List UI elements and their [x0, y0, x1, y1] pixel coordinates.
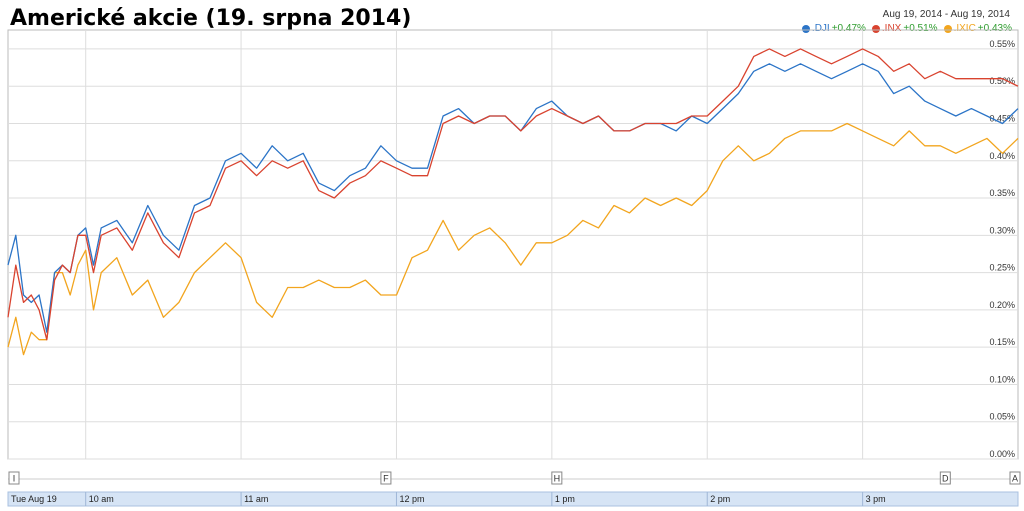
x-tick-label: 1 pm	[555, 494, 575, 504]
news-flag	[1009, 471, 1021, 485]
x-tick-label: 3 pm	[866, 494, 886, 504]
legend-item-inx[interactable]: .INX +0.51%	[871, 23, 938, 34]
legend-change-dji: +0.47%	[831, 23, 866, 34]
news-flag-label: F	[383, 474, 389, 484]
x-tick-label: Tue Aug 19	[11, 494, 57, 504]
news-flag	[380, 471, 392, 485]
y-tick-label: 0.05%	[989, 412, 1015, 422]
legend-name-inx: .INX	[881, 23, 902, 34]
legend-dot-inx	[871, 24, 880, 33]
news-flag	[939, 471, 951, 485]
y-tick-label: 0.15%	[989, 337, 1015, 347]
legend-name-ixic: .IXIC	[953, 23, 976, 34]
news-flag-label: A	[1012, 474, 1018, 484]
news-flag-label: D	[942, 474, 949, 484]
legend: .DJI +0.47% .INX +0.51% .IXIC +0.43%	[801, 23, 1012, 34]
y-tick-label: 0.00%	[989, 449, 1015, 459]
x-tick-label: 12 pm	[399, 494, 424, 504]
legend-change-ixic: +0.43%	[977, 23, 1012, 34]
y-tick-label: 0.30%	[989, 225, 1015, 235]
legend-dot-dji	[801, 24, 810, 33]
page-title: Americké akcie (19. srpna 2014)	[10, 6, 412, 31]
y-tick-label: 0.45%	[989, 113, 1015, 123]
x-tick-label: 11 am	[244, 494, 268, 504]
y-tick-label: 0.55%	[989, 39, 1015, 49]
legend-name-dji: .DJI	[811, 23, 830, 34]
legend-change-inx: +0.51%	[903, 23, 938, 34]
y-tick-label: 0.50%	[989, 76, 1015, 86]
y-tick-label: 0.10%	[989, 374, 1015, 384]
time-axis-bar	[7, 491, 1019, 507]
y-tick-label: 0.40%	[989, 151, 1015, 161]
y-tick-label: 0.20%	[989, 300, 1015, 310]
y-tick-label: 0.35%	[989, 188, 1015, 198]
x-tick-label: 10 am	[89, 494, 114, 504]
series-line-dji	[7, 63, 1019, 333]
plot-border	[7, 29, 1019, 460]
legend-item-ixic[interactable]: .IXIC +0.43%	[943, 23, 1012, 34]
legend-item-dji[interactable]: .DJI +0.47%	[801, 23, 866, 34]
news-flag	[8, 471, 20, 485]
series-line-inx	[7, 48, 1019, 341]
news-flag-label: H	[554, 474, 561, 484]
news-flag-label: I	[13, 474, 16, 484]
news-flag	[551, 471, 563, 485]
x-tick-label: 2 pm	[710, 494, 730, 504]
y-tick-label: 0.25%	[989, 263, 1015, 273]
legend-dot-ixic	[943, 24, 952, 33]
date-range: Aug 19, 2014 - Aug 19, 2014	[882, 9, 1010, 20]
series-line-ixic	[7, 122, 1019, 356]
